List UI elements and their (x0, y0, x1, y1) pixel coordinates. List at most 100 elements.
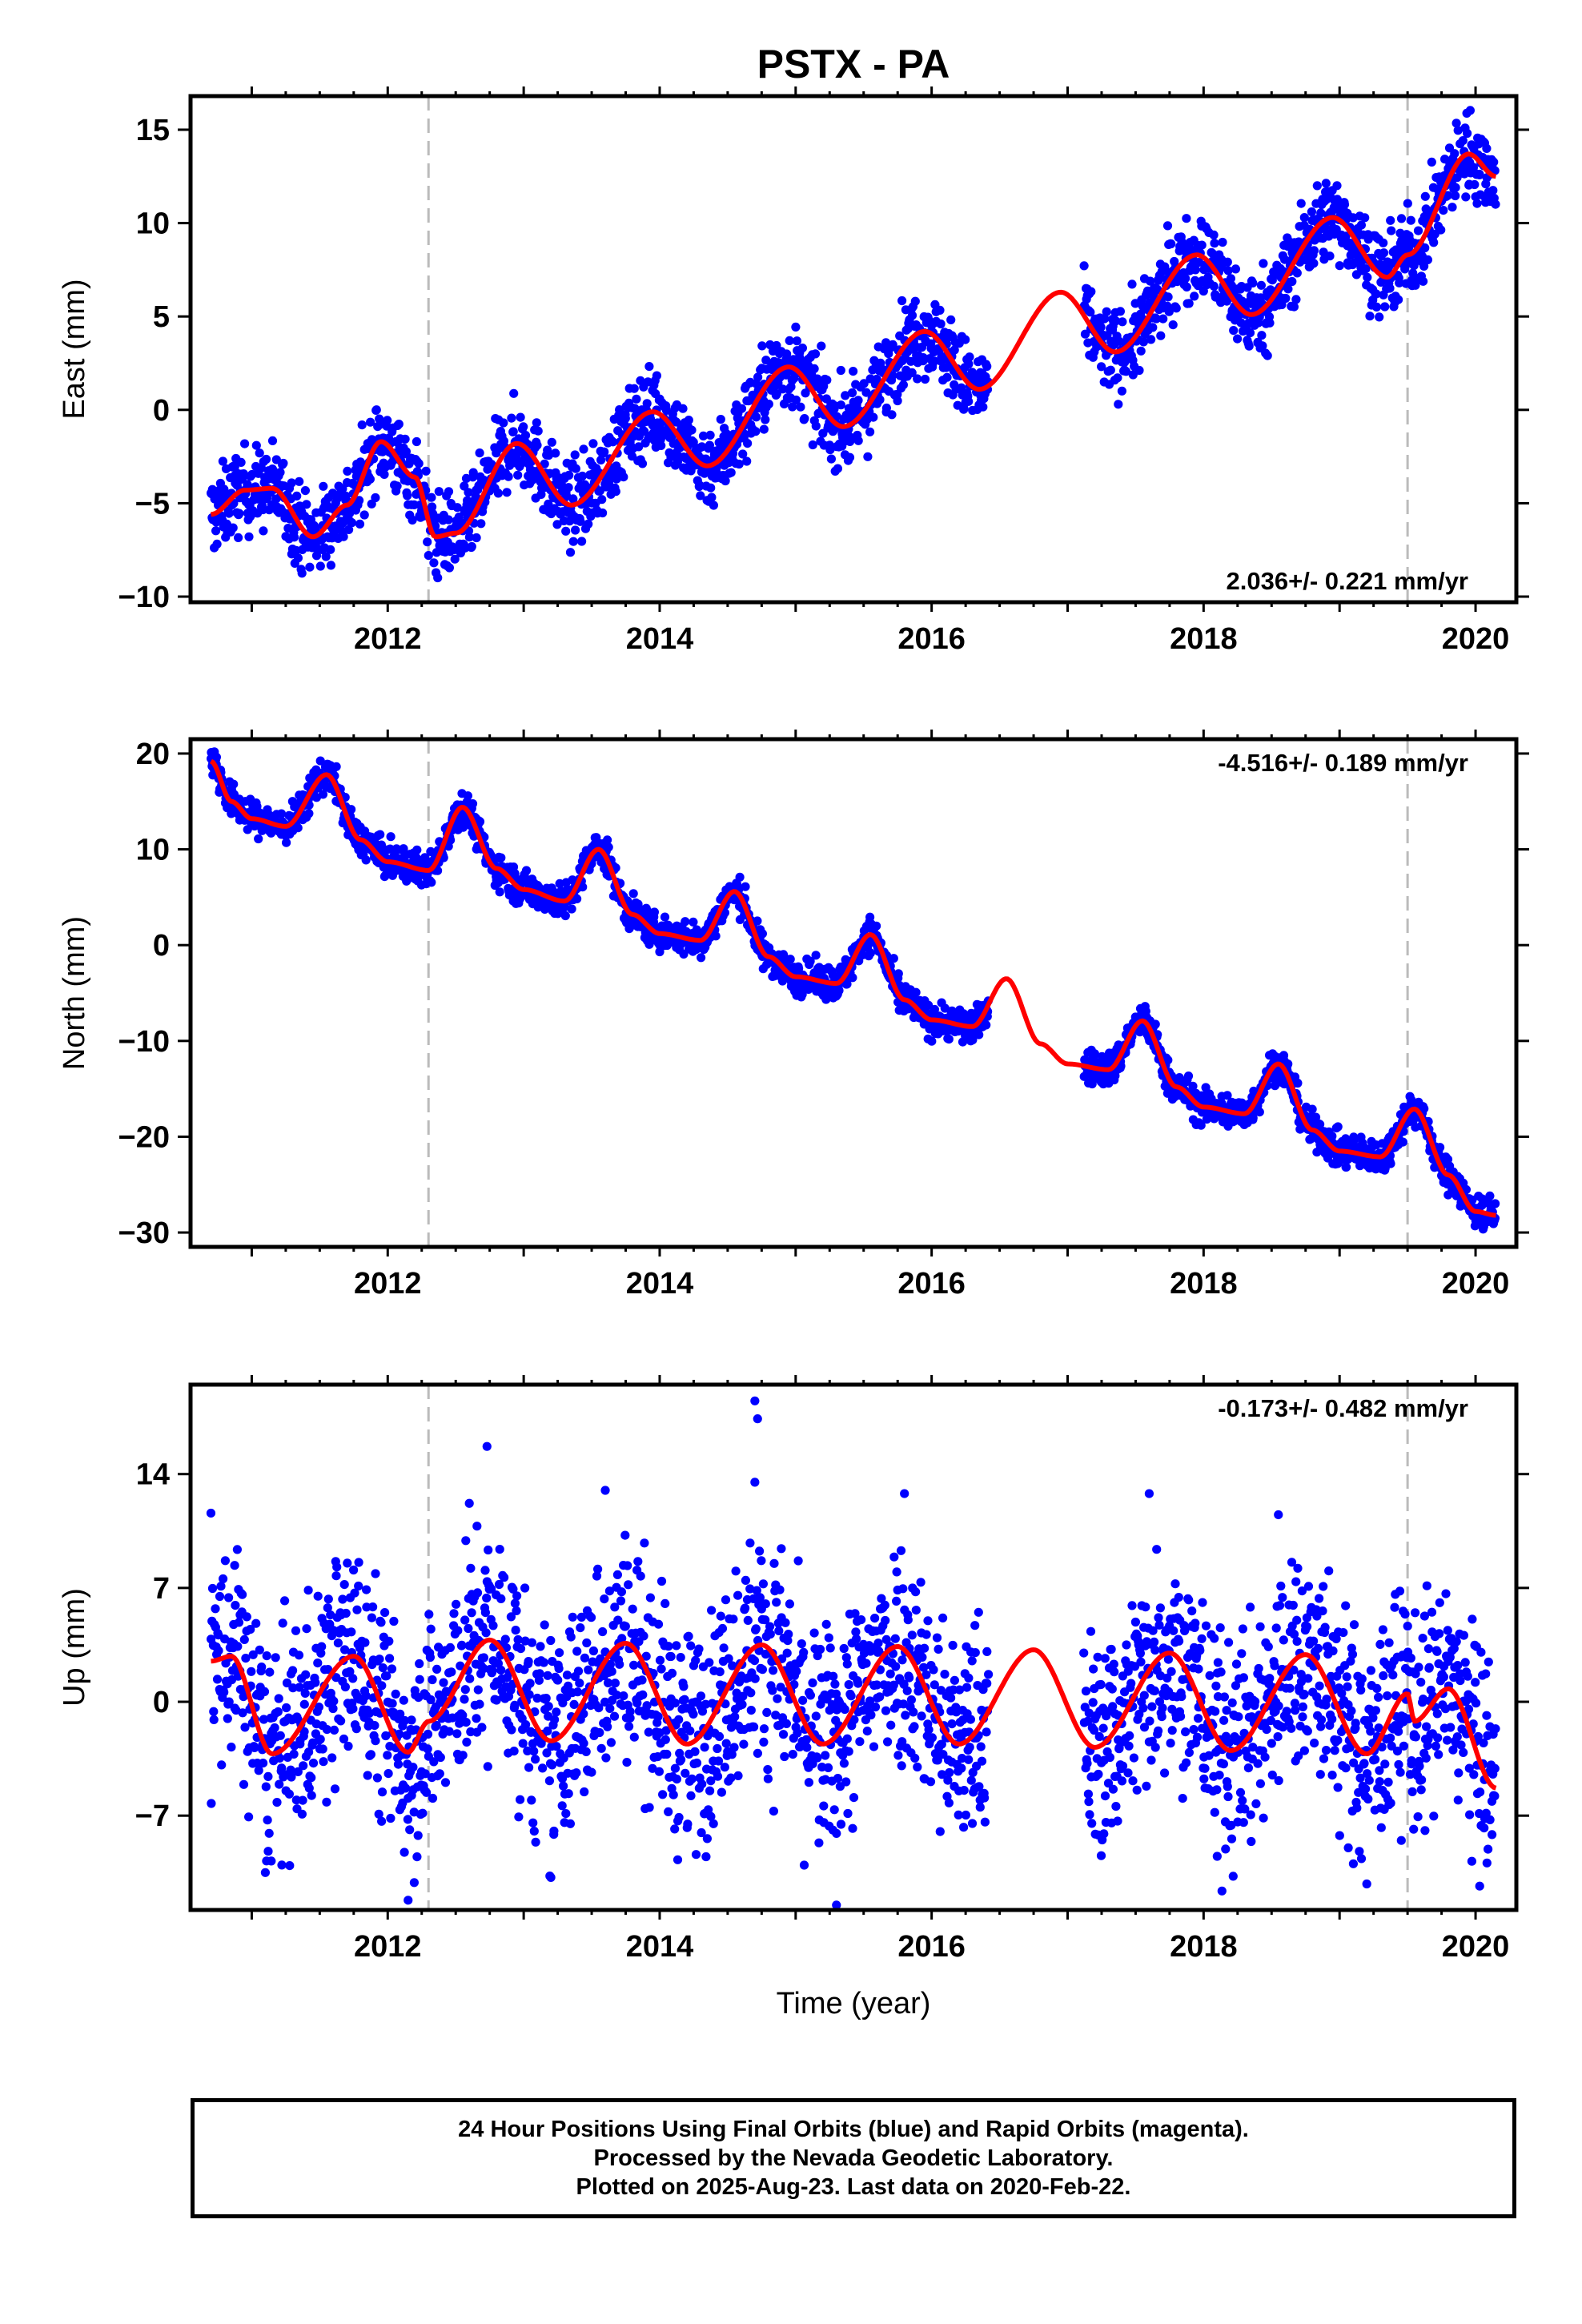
data-point (215, 1591, 225, 1602)
velocity-label: -4.516+/- 0.189 mm/yr (1218, 749, 1468, 777)
data-point (1452, 119, 1461, 128)
plot-area (207, 739, 1500, 1247)
data-point (705, 440, 715, 450)
data-point (307, 1773, 316, 1783)
data-point (888, 371, 897, 380)
data-point (1488, 186, 1498, 195)
data-point (568, 537, 578, 546)
data-point (429, 558, 439, 568)
data-point (735, 872, 745, 882)
data-point (875, 395, 885, 404)
y-tick-label: 10 (136, 834, 170, 867)
data-point (757, 929, 768, 939)
data-point (331, 762, 341, 771)
data-point (1360, 213, 1370, 223)
data-point (279, 458, 288, 468)
y-tick-label: −5 (135, 487, 170, 521)
data-point (940, 1003, 950, 1013)
data-point (920, 374, 930, 384)
data-point (513, 470, 523, 480)
data-point (1177, 237, 1186, 247)
data-point (1491, 199, 1500, 209)
data-point (805, 956, 815, 966)
data-point (224, 1593, 234, 1602)
data-point (551, 448, 560, 458)
data-point (565, 548, 576, 557)
data-point (893, 969, 903, 979)
data-point (1419, 1104, 1429, 1113)
data-point (293, 823, 303, 833)
data-point (250, 1743, 259, 1752)
figure-title: PSTX - PA (757, 42, 950, 86)
data-point (564, 483, 573, 493)
data-point (241, 1654, 251, 1663)
data-point (1470, 179, 1480, 190)
data-point (234, 533, 243, 543)
data-point (496, 853, 506, 862)
data-point (263, 1847, 273, 1856)
data-point (1289, 302, 1299, 312)
data-point (572, 894, 582, 903)
data-point (847, 388, 857, 398)
data-point (1166, 239, 1176, 249)
data-point (238, 1590, 247, 1599)
data-point (255, 448, 264, 458)
data-point (809, 364, 819, 373)
data-point (634, 442, 644, 452)
data-point (463, 791, 473, 801)
data-point (261, 454, 271, 464)
data-point (278, 1618, 287, 1628)
data-point (836, 365, 845, 376)
data-point (1396, 214, 1407, 223)
data-point (836, 400, 845, 410)
data-point (598, 508, 608, 518)
data-point (1209, 281, 1219, 291)
data-point (302, 500, 311, 509)
data-point (1485, 1191, 1495, 1200)
data-point (365, 474, 375, 484)
data-point (343, 466, 352, 476)
data-point (499, 418, 508, 428)
data-point (911, 987, 921, 997)
data-point (1406, 215, 1415, 225)
data-point (689, 917, 698, 927)
data-point (284, 1789, 294, 1799)
data-point (863, 452, 873, 461)
data-point (308, 1759, 319, 1768)
data-point (259, 1715, 269, 1724)
data-point (1371, 289, 1381, 299)
data-point (1379, 248, 1389, 258)
data-point (251, 440, 261, 450)
data-point (1197, 240, 1207, 250)
data-point (355, 496, 364, 505)
data-point (298, 1795, 307, 1805)
data-point (1218, 237, 1227, 247)
data-point (547, 437, 556, 447)
data-point (288, 1683, 298, 1693)
data-point (427, 493, 436, 502)
data-point (1387, 226, 1396, 235)
data-point (533, 426, 543, 436)
data-point (229, 779, 239, 789)
data-point (371, 493, 380, 503)
data-point (313, 1659, 323, 1668)
data-point (240, 439, 250, 448)
data-point (576, 517, 585, 526)
data-point (295, 1683, 304, 1692)
data-point (910, 296, 920, 306)
data-point (412, 845, 422, 854)
data-point (428, 502, 437, 512)
data-point (906, 356, 916, 366)
data-point (861, 388, 871, 397)
data-point (236, 457, 246, 468)
data-point (817, 341, 826, 351)
data-point (295, 476, 304, 486)
x-tick-label: 2012 (354, 622, 422, 656)
data-point (285, 1861, 295, 1871)
data-point (560, 902, 570, 912)
data-point (318, 790, 328, 799)
data-point (232, 1545, 242, 1554)
data-point (698, 431, 709, 441)
data-point (893, 396, 902, 406)
data-point (265, 1667, 275, 1677)
